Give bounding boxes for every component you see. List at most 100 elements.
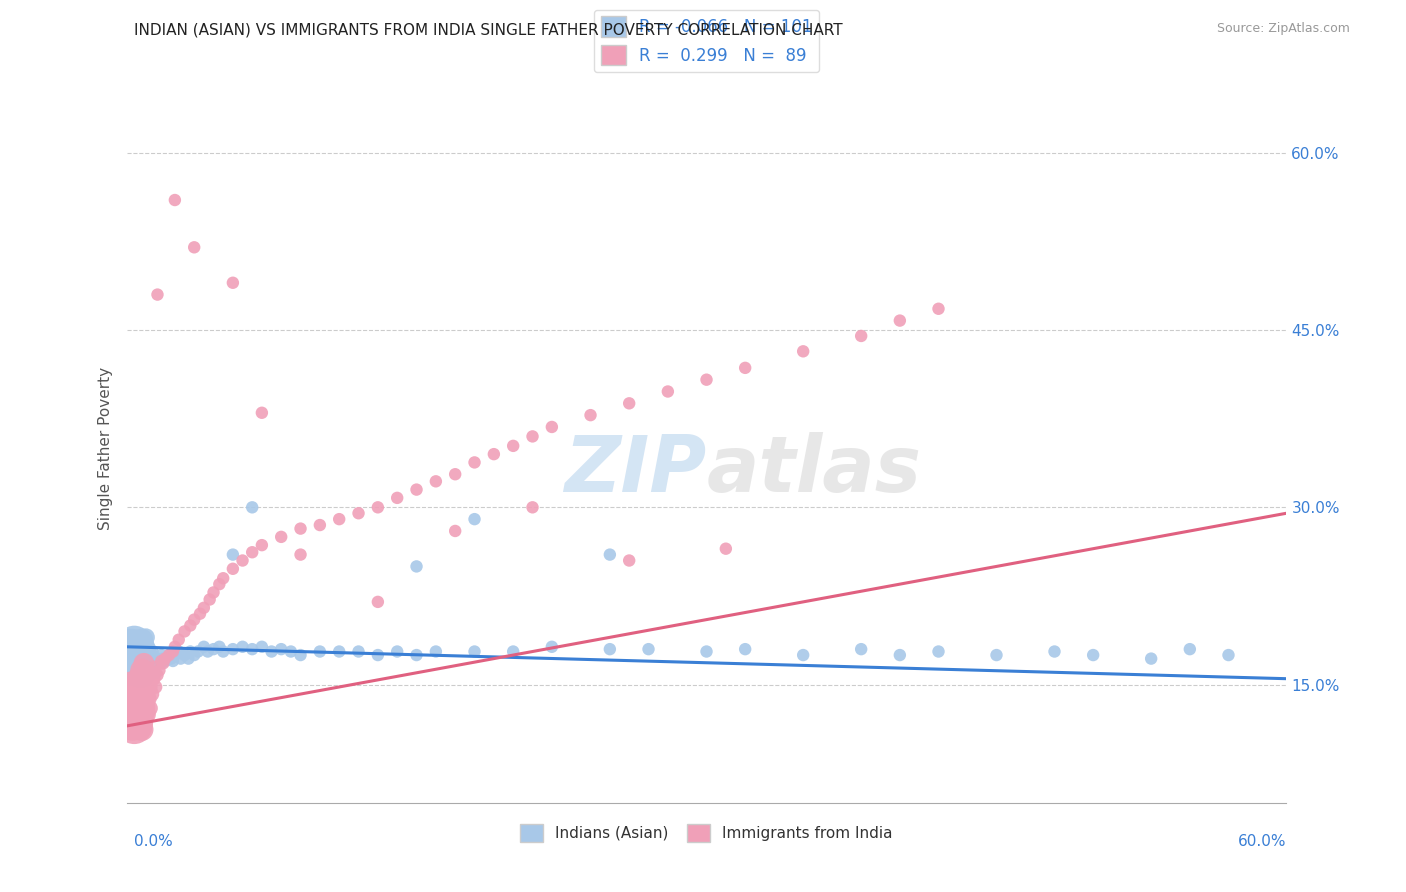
Point (849, 642, 872, 657)
Point (231, 553, 254, 567)
Point (145, 680, 167, 694)
Point (127, 657, 149, 671)
Point (141, 654, 163, 668)
Point (132, 698, 155, 713)
Point (367, 648, 389, 662)
Point (148, 654, 170, 668)
Point (135, 665, 157, 680)
Point (183, 240, 205, 254)
Point (696, 373, 718, 387)
Point (889, 313, 911, 327)
Point (405, 648, 427, 662)
Point (208, 640, 231, 654)
Point (131, 642, 153, 657)
Point (131, 632, 153, 647)
Point (142, 672, 165, 686)
Point (328, 512, 350, 526)
Point (138, 665, 162, 680)
Point (309, 518, 332, 533)
Point (129, 711, 152, 725)
Point (125, 660, 148, 674)
Point (120, 701, 142, 715)
Text: 0.0%: 0.0% (134, 834, 173, 848)
Point (367, 500, 389, 515)
Point (146, 668, 169, 682)
Point (328, 644, 350, 658)
Point (173, 648, 195, 662)
Point (1178, 642, 1201, 657)
Point (202, 642, 225, 657)
Point (193, 600, 215, 615)
Point (502, 644, 524, 658)
Point (135, 687, 157, 701)
Point (367, 595, 389, 609)
Point (121, 713, 143, 727)
Point (280, 644, 302, 658)
Point (145, 660, 167, 674)
Point (131, 660, 153, 674)
Point (141, 665, 163, 680)
Point (579, 408, 602, 422)
Point (132, 678, 155, 692)
Point (162, 644, 184, 658)
Point (482, 447, 505, 461)
Point (146, 651, 169, 665)
Point (197, 644, 219, 658)
Point (150, 648, 173, 662)
Point (270, 530, 292, 544)
Point (183, 648, 205, 662)
Point (129, 639, 152, 653)
Point (173, 624, 195, 639)
Point (889, 648, 911, 662)
Point (637, 642, 659, 657)
Point (145, 657, 167, 671)
Point (124, 651, 146, 665)
Point (132, 664, 155, 678)
Point (124, 719, 146, 733)
Point (141, 687, 163, 701)
Text: INDIAN (ASIAN) VS IMMIGRANTS FROM INDIA SINGLE FATHER POVERTY CORRELATION CHART: INDIAN (ASIAN) VS IMMIGRANTS FROM INDIA … (134, 22, 842, 37)
Point (121, 642, 143, 657)
Point (125, 644, 148, 658)
Point (188, 607, 211, 621)
Point (444, 524, 467, 538)
Point (177, 651, 200, 665)
Point (162, 654, 184, 668)
Point (657, 384, 679, 399)
Point (183, 613, 205, 627)
Point (125, 687, 148, 701)
Point (347, 506, 370, 520)
Point (136, 651, 159, 665)
Point (129, 664, 152, 678)
Point (152, 651, 174, 665)
Point (141, 664, 163, 678)
Point (135, 630, 157, 644)
Point (187, 644, 209, 658)
Point (464, 644, 486, 658)
Point (193, 640, 215, 654)
Point (129, 691, 152, 706)
Point (444, 467, 467, 482)
Point (405, 483, 427, 497)
Point (792, 344, 814, 359)
Point (129, 672, 152, 686)
Point (250, 406, 273, 420)
Point (163, 193, 186, 207)
Point (138, 657, 162, 671)
Point (179, 644, 201, 658)
Point (734, 360, 756, 375)
Point (135, 657, 157, 671)
Point (129, 654, 152, 668)
Point (138, 680, 162, 694)
Point (127, 698, 149, 713)
Point (136, 691, 159, 706)
Point (131, 668, 153, 682)
Point (619, 553, 641, 567)
Point (157, 648, 180, 662)
Point (153, 651, 177, 665)
Point (125, 707, 148, 722)
Point (120, 648, 142, 662)
Point (135, 648, 157, 662)
Text: ZIP: ZIP (564, 432, 707, 508)
Point (138, 701, 162, 715)
